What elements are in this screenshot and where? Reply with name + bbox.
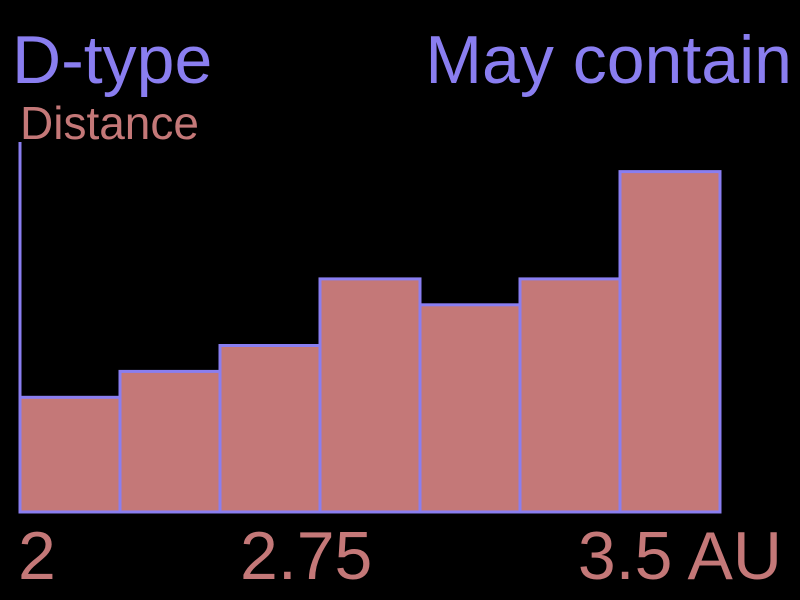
histogram-bar (618, 170, 722, 514)
histogram-bar (18, 395, 122, 514)
histogram-bar (518, 277, 622, 514)
x-tick-label: 3.5 AU (577, 518, 782, 594)
histogram-bar (318, 277, 422, 514)
histogram-bar (218, 344, 322, 514)
y-axis-label: Distance (20, 97, 199, 149)
title-right: May contain (425, 22, 792, 98)
histogram-bar (118, 369, 222, 514)
title-left: D-type (12, 22, 213, 98)
x-tick-label: 2 (18, 518, 56, 594)
x-tick-label: 2.75 (240, 518, 373, 594)
histogram-bar (418, 303, 522, 514)
bars-group (18, 170, 722, 514)
